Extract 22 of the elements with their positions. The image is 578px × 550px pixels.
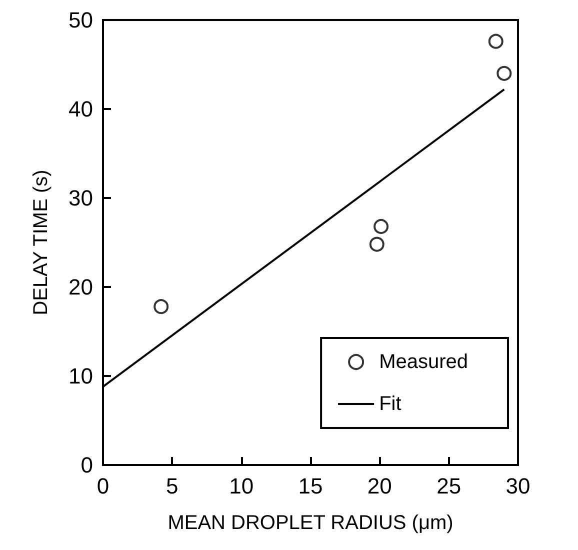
point bbox=[369, 236, 384, 252]
x-tick-label: 30 bbox=[506, 474, 530, 498]
y-tick-label: 30 bbox=[68, 186, 93, 210]
y-tick-label: 0 bbox=[80, 452, 93, 478]
x-tick-label: 0 bbox=[96, 474, 110, 498]
point bbox=[488, 34, 504, 49]
point bbox=[496, 66, 512, 81]
x-tick-label: 25 bbox=[436, 474, 462, 498]
x-tick-label: 15 bbox=[298, 474, 323, 498]
x-axis-title: MEAN DROPLET RADIUS (μm) bbox=[168, 512, 454, 534]
legend-label: Measured bbox=[379, 351, 468, 373]
y-tick-label: 40 bbox=[68, 96, 93, 122]
legend-label: Fit bbox=[379, 393, 402, 415]
x-tick-label: 10 bbox=[229, 474, 254, 498]
y-tick-label: 50 bbox=[68, 8, 93, 32]
y-tick-label: 10 bbox=[68, 364, 93, 388]
point bbox=[154, 299, 169, 314]
point bbox=[374, 218, 389, 234]
y-axis-title: DELAY TIME (s) bbox=[30, 170, 52, 316]
x-tick-label: 5 bbox=[166, 474, 178, 498]
y-tick-label: 20 bbox=[68, 274, 93, 300]
x-tick-label: 20 bbox=[367, 474, 392, 498]
